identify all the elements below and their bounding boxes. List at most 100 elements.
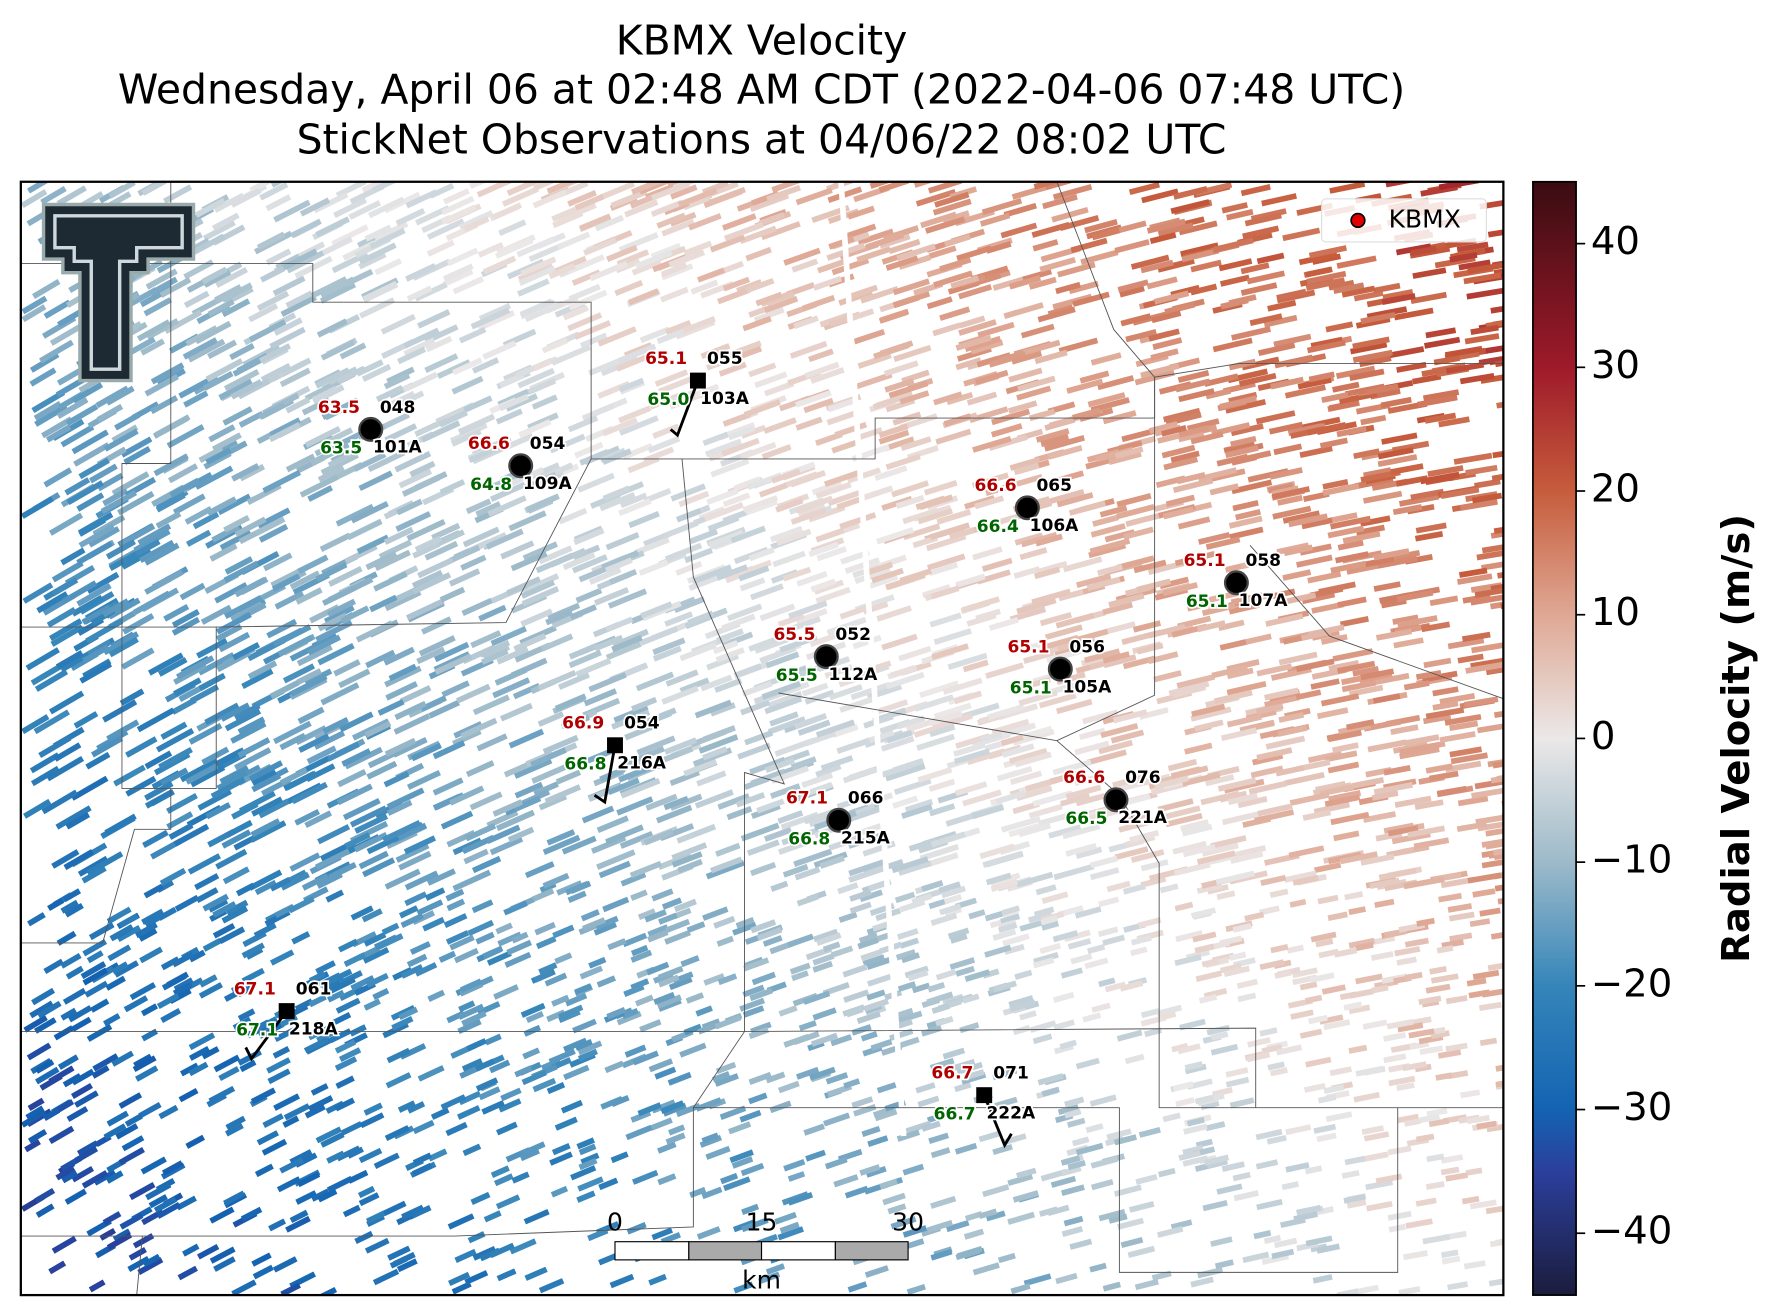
radar-gate — [479, 639, 511, 658]
radar-gate — [828, 835, 861, 851]
radar-gate — [928, 245, 957, 259]
radar-gate — [1117, 279, 1149, 293]
radar-gate — [551, 994, 570, 1007]
radar-gate — [1436, 945, 1454, 954]
radar-gate — [373, 221, 409, 242]
radar-gate — [1216, 890, 1236, 901]
radar-gate — [532, 181, 561, 192]
radar-gate — [1135, 1174, 1158, 1185]
radar-gate — [424, 353, 459, 373]
radar-gate — [1098, 1208, 1126, 1222]
radar-gate — [765, 651, 800, 669]
radar-gate — [463, 216, 490, 233]
radar-gate — [271, 573, 301, 592]
radar-gate — [1202, 1199, 1228, 1212]
radar-gate — [722, 276, 751, 292]
radar-gate — [1410, 291, 1447, 304]
radar-gate — [1272, 505, 1312, 520]
radar-gate — [1230, 850, 1264, 864]
radar-gate — [1171, 1042, 1189, 1053]
radar-gate — [132, 1233, 155, 1249]
radar-gate — [1110, 729, 1145, 744]
radar-gate — [155, 511, 182, 529]
scale-label: 0 — [607, 1207, 623, 1236]
radar-gate — [891, 856, 929, 874]
radar-gate — [927, 982, 946, 993]
colorbar-label: Radial Velocity (m/s) — [1714, 514, 1759, 963]
radar-gate — [1147, 651, 1179, 665]
colorbar-tick-label: −30 — [1591, 1085, 1672, 1130]
radar-gate — [558, 507, 588, 525]
radar-gate — [1313, 1123, 1337, 1134]
radar-gate — [498, 1098, 522, 1113]
radar-gate — [1329, 515, 1371, 530]
radar-gate — [475, 931, 495, 945]
radar-gate — [1260, 874, 1287, 886]
station-code: 055 — [707, 349, 743, 369]
radar-gate — [328, 968, 353, 985]
radar-gate — [320, 1131, 345, 1148]
radar-gate — [696, 1226, 721, 1240]
radar-gate — [1196, 620, 1226, 633]
radar-gate — [150, 789, 175, 807]
radar-gate — [452, 357, 483, 376]
radar-gate — [1282, 510, 1321, 524]
radar-gate — [574, 1038, 593, 1051]
radar-gate — [1450, 752, 1488, 765]
radar-gate — [748, 1026, 770, 1040]
radar-gate — [981, 198, 1023, 216]
radar-gate — [127, 1256, 150, 1272]
radar-gate — [1308, 371, 1335, 383]
radar-gate — [1116, 1029, 1143, 1042]
radar-gate — [634, 536, 670, 556]
radar-gate — [478, 604, 507, 622]
radar-gate — [241, 967, 265, 984]
radar-gate — [167, 463, 199, 484]
radar-gate — [1034, 349, 1068, 365]
radar-gate — [1240, 282, 1278, 296]
radar-gate — [342, 797, 381, 821]
radar-gate — [651, 888, 674, 902]
radar-gate — [817, 259, 846, 274]
radar-gate — [1012, 801, 1040, 815]
radar-gate — [631, 259, 662, 276]
radar-gate — [690, 729, 727, 748]
radar-gate — [1310, 931, 1337, 943]
radar-gate — [652, 637, 686, 656]
radar-gate — [897, 1010, 923, 1024]
radar-gate — [896, 715, 926, 730]
radar-gate — [1277, 494, 1303, 506]
radar-gate — [933, 702, 972, 720]
radar-gate — [1490, 302, 1504, 314]
radar-gate — [463, 395, 493, 413]
radar-gate — [739, 441, 777, 460]
temperature: 66.9 — [562, 714, 604, 734]
radar-gate — [1494, 881, 1504, 892]
radar-gate — [365, 649, 396, 669]
radar-gate — [803, 397, 834, 414]
radar-gate — [1157, 258, 1195, 273]
radar-gate — [386, 1047, 411, 1064]
radar-gate — [610, 188, 648, 209]
radar-gate — [812, 275, 843, 291]
radar-gate — [961, 596, 1000, 613]
radar-gate — [398, 850, 432, 871]
radar-gate — [634, 249, 673, 270]
radar-gate — [791, 970, 809, 982]
radar-gate — [262, 552, 293, 572]
radar-gate — [71, 429, 109, 455]
radar-gate — [664, 737, 698, 755]
radar-gate — [596, 975, 617, 988]
radar-gate — [1084, 648, 1121, 664]
radar-gate — [426, 218, 465, 240]
radar-gate — [363, 931, 387, 947]
radar-gate — [803, 808, 835, 825]
radar-gate — [1011, 350, 1043, 365]
radar-gate — [1242, 1251, 1270, 1264]
radar-gate — [198, 672, 226, 692]
radar-gate — [862, 954, 885, 967]
radar-gate — [1213, 689, 1253, 705]
radar-gate — [783, 1033, 810, 1048]
radar-gate — [803, 1123, 825, 1136]
radar-gate — [304, 810, 333, 829]
